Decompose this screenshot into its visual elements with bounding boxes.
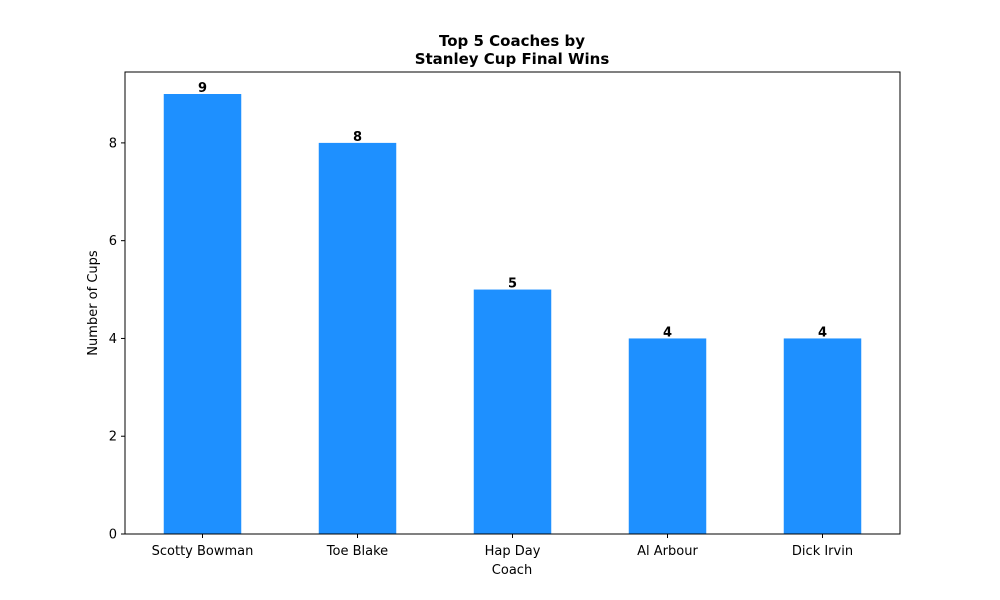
y-tick-label: 0 <box>109 528 117 543</box>
data-label: 9 <box>198 81 207 96</box>
bar-scotty-bowman <box>163 94 242 534</box>
bar-dick-irvin <box>783 338 862 534</box>
chart-title-line-2: Stanley Cup Final Wins <box>415 50 610 68</box>
x-tick-label: Hap Day <box>485 544 541 559</box>
bar-hap-day <box>473 289 552 534</box>
bars-group: 9 8 5 4 4 <box>163 81 862 534</box>
y-axis-label: Number of Cups <box>86 250 101 356</box>
x-tick-label: Al Arbour <box>637 544 698 559</box>
y-ticks-group: 0 2 4 6 8 <box>109 136 125 543</box>
bar-toe-blake <box>318 142 397 534</box>
data-label: 5 <box>508 277 517 292</box>
data-label: 4 <box>663 325 672 340</box>
plot-frame <box>124 71 901 535</box>
x-axis-label: Coach <box>492 563 532 578</box>
y-tick-label: 4 <box>109 332 117 347</box>
data-label: 4 <box>818 325 827 340</box>
x-tick-label: Toe Blake <box>326 544 388 559</box>
y-tick-label: 6 <box>109 234 117 249</box>
y-tick-label: 8 <box>109 136 117 151</box>
y-tick-label: 2 <box>109 430 117 445</box>
chart-title-line-1: Top 5 Coaches by <box>439 32 585 50</box>
data-label: 8 <box>353 130 362 145</box>
x-tick-label: Scotty Bowman <box>152 544 254 559</box>
bar-al-arbour <box>628 338 707 534</box>
x-ticks-group: Scotty Bowman Toe Blake Hap Day Al Arbour Di… <box>152 534 853 559</box>
x-tick-label: Dick Irvin <box>792 544 853 559</box>
